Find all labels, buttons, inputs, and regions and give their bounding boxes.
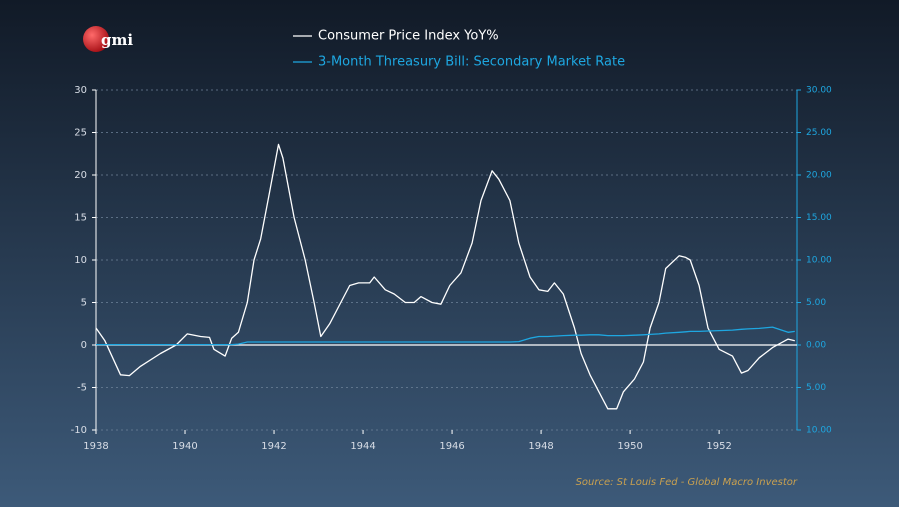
x-tick-label: 1940 xyxy=(172,441,197,452)
x-tick-label: 1948 xyxy=(528,441,553,452)
y2-tick-label: 10.00 xyxy=(806,426,832,436)
y-tick-label: 20 xyxy=(74,170,87,181)
y2-tick-label: 5.00 xyxy=(806,298,826,308)
y2-tick-label: 30.00 xyxy=(806,86,832,96)
y-tick-label: 25 xyxy=(74,128,87,139)
x-tick-label: 1938 xyxy=(83,441,108,452)
x-tick-label: 1944 xyxy=(350,441,375,452)
logo: gmi xyxy=(101,31,133,49)
legend-label: 3-Month Threasury Bill: Secondary Market… xyxy=(318,55,625,70)
x-tick-label: 1952 xyxy=(706,441,731,452)
y-tick-label: -10 xyxy=(71,425,87,436)
y2-tick-label: 10.00 xyxy=(806,256,832,266)
y-tick-label: 10 xyxy=(74,255,87,266)
series-line xyxy=(96,326,795,346)
x-tick-label: 1946 xyxy=(439,441,464,452)
series-line xyxy=(95,143,795,410)
y2-tick-label: 0.00 xyxy=(806,341,826,351)
legend-label: Consumer Price Index YoY% xyxy=(318,29,499,44)
y-tick-label: 15 xyxy=(74,213,87,224)
y-tick-label: 5 xyxy=(81,298,87,309)
y-tick-label: 0 xyxy=(81,340,87,351)
source: Source: St Louis Fed - Global Macro Inve… xyxy=(576,477,798,488)
x-tick-label: 1942 xyxy=(261,441,286,452)
y2-tick-label: 5.00 xyxy=(806,383,826,393)
x-tick-label: 1950 xyxy=(617,441,642,452)
y2-tick-label: 15.00 xyxy=(806,213,832,223)
y2-tick-label: 20.00 xyxy=(806,171,832,181)
y2-tick-label: 25.00 xyxy=(806,128,832,138)
logo-icon xyxy=(83,26,109,52)
y-tick-label: 30 xyxy=(74,85,87,96)
y-tick-label: -5 xyxy=(77,383,87,394)
